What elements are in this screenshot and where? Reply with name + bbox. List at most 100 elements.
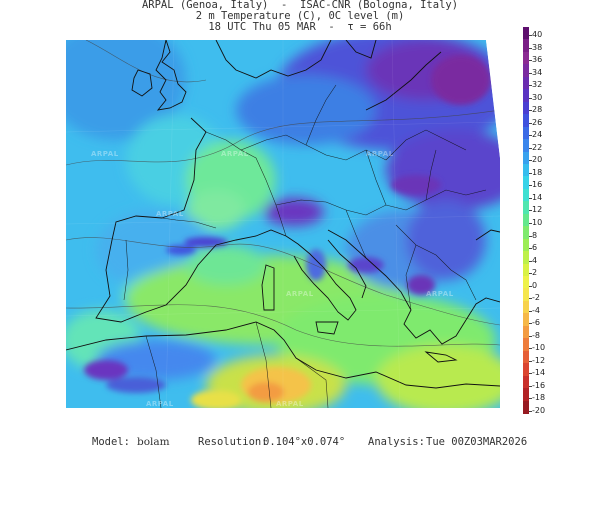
colorbar-tick-mark: [529, 97, 532, 99]
colorbar-tick-mark: [529, 135, 532, 137]
resolution-value: 0.104°x0.074°: [263, 436, 346, 448]
coastlines: [66, 40, 500, 389]
colorbar-segment: [523, 226, 529, 240]
colorbar-tick-mark: [529, 223, 532, 224]
arpal-watermark: ARPAL: [286, 290, 314, 298]
colorbar-segment: [523, 238, 529, 252]
colorbar-tick-mark: [529, 373, 532, 375]
colorbar-tick-label: 32: [532, 80, 543, 90]
colorbar-segment: [523, 251, 529, 265]
colorbar-tick-mark: [529, 411, 532, 412]
colorbar-tick-label: 34: [532, 67, 543, 77]
arpal-watermark: ARPAL: [221, 150, 249, 158]
arpal-watermark: ARPAL: [91, 150, 119, 158]
temperature-colorbar: [523, 27, 529, 414]
colorbar-segment: [523, 263, 529, 277]
colorbar-tick-mark: [529, 235, 532, 237]
arpal-watermark: ARPAL: [276, 400, 304, 408]
colorbar-segment: [523, 363, 529, 377]
colorbar-tick-mark: [529, 122, 532, 124]
colorbar-segment: [523, 313, 529, 327]
temperature-map-svg: [66, 40, 500, 408]
colorbar-segment: [523, 388, 529, 402]
model-value: bolam: [137, 436, 170, 448]
colorbar-segment: [523, 151, 529, 165]
colorbar-tick-label: 26: [532, 117, 543, 127]
colorbar-segment: [523, 39, 529, 53]
colorbar-tick-label: 24: [532, 130, 543, 140]
colorbar-tick-mark: [529, 110, 532, 112]
colorbar-tick-mark: [529, 85, 532, 87]
colorbar-segment: [523, 201, 529, 215]
graticule: [66, 40, 500, 408]
colorbar-tick-label: -20: [532, 406, 546, 415]
header-line-1: ARPAL (Genoa, Italy) - ISAC-CNR (Bologna…: [141, 0, 459, 11]
colorbar-segment: [523, 338, 529, 352]
arpal-watermark: ARPAL: [156, 210, 184, 218]
colorbar-segment: [523, 288, 529, 302]
temperature-map: ARPAL ARPAL ARPAL ARPAL ARPAL ARPAL ARPA…: [66, 40, 500, 408]
colorbar-tick-label: -10: [532, 343, 546, 353]
colorbar-tick-mark: [529, 310, 532, 312]
colorbar-segment: [523, 325, 529, 339]
colorbar-tick-mark: [529, 147, 532, 149]
colorbar-tick-label: 38: [532, 42, 543, 52]
colorbar-segment: [523, 163, 529, 177]
colorbar-tick-label: 22: [532, 142, 543, 152]
colorbar-segment: [523, 213, 529, 227]
footer: Model: bolam Resolution: 0.104°x0.074° A…: [0, 436, 600, 520]
colorbar-tick-mark: [529, 348, 532, 350]
colorbar-tick-label: 36: [532, 55, 543, 65]
colorbar-tick-mark: [529, 72, 532, 74]
colorbar-tick-label: 20: [532, 155, 543, 165]
colorbar-tick-mark: [529, 398, 532, 400]
colorbar-tick-label: 28: [532, 105, 543, 115]
colorbar-tick-mark: [529, 260, 532, 262]
colorbar-tick-label: -14: [532, 368, 546, 378]
colorbar-segment: [523, 188, 529, 202]
analysis-label: Analysis:: [368, 436, 425, 448]
colorbar-segment: [523, 375, 529, 389]
colorbar-tick-label: 40: [532, 30, 543, 39]
colorbar-tick-label: 16: [532, 180, 543, 190]
header-line-2: 2 m Temperature (C), 0C level (m): [195, 10, 405, 22]
colorbar-tick-label: -16: [532, 380, 546, 390]
colorbar-tick-label: -12: [532, 355, 546, 365]
colorbar-tick-label: 2: [532, 268, 538, 278]
colorbar-tick-mark: [529, 172, 532, 174]
colorbar-tick-mark: [529, 60, 532, 62]
colorbar-tick-mark: [529, 185, 532, 187]
colorbar-segment: [523, 400, 529, 414]
colorbar-segment: [523, 276, 529, 290]
colorbar-tick-label: -4: [532, 305, 540, 315]
colorbar-tick-label: 10: [532, 218, 543, 227]
colorbar-segment: [523, 89, 529, 103]
colorbar-segment: [523, 139, 529, 153]
colorbar-tick-mark: [529, 360, 532, 362]
colorbar-tick-mark: [529, 47, 532, 49]
colorbar-tick-mark: [529, 298, 532, 300]
colorbar-tick-mark: [529, 335, 532, 337]
colorbar-tick-mark: [529, 285, 532, 287]
arpal-watermark: ARPAL: [426, 290, 454, 298]
header-line-3: 18 UTC Thu 05 MAR - τ = 66h: [208, 21, 392, 33]
colorbar-tick-mark: [529, 35, 532, 36]
colorbar-tick-label: 14: [532, 192, 543, 202]
resolution-label: Resolution:: [198, 436, 268, 448]
colorbar-tick-label: -6: [532, 318, 540, 328]
colorbar-tick-label: 0: [532, 280, 538, 290]
national-borders: [123, 84, 487, 408]
colorbar-tick-label: -18: [532, 393, 546, 403]
colorbar-tick-mark: [529, 273, 532, 275]
colorbar-segment: [523, 27, 529, 41]
colorbar-segment: [523, 300, 529, 314]
colorbar-tick-mark: [529, 248, 532, 250]
colorbar-segment: [523, 114, 529, 128]
model-label: Model:: [92, 436, 130, 448]
colorbar-tick-mark: [529, 197, 532, 199]
colorbar-segment: [523, 126, 529, 140]
colorbar-tick-mark: [529, 385, 532, 387]
colorbar-tick-label: -8: [532, 330, 540, 340]
colorbar-segment: [523, 176, 529, 190]
colorbar-tick-label: 6: [532, 243, 538, 253]
